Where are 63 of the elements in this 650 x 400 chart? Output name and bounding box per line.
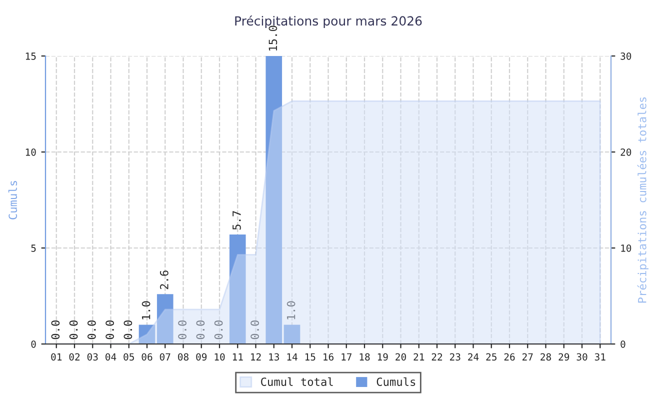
- y-tick-label: 0: [31, 340, 36, 348]
- data-label: 0.0: [178, 320, 187, 340]
- x-tick-label: 31: [594, 353, 606, 361]
- y2-tick-label: 20: [620, 148, 632, 156]
- bar: [284, 324, 300, 344]
- x-tick-label: 21: [414, 353, 424, 360]
- data-label: 0.0: [69, 320, 78, 340]
- x-tick-label: 09: [196, 353, 207, 361]
- x-tick-label: 29: [558, 353, 570, 361]
- data-label: 0.0: [250, 320, 260, 340]
- data-label: 1.0: [142, 301, 150, 320]
- x-tick-label: 20: [396, 353, 406, 361]
- x-tick-label: 22: [432, 353, 442, 360]
- x-tick-label: 10: [214, 353, 225, 361]
- data-label: 0.0: [196, 320, 205, 340]
- data-label: 0.0: [106, 320, 114, 340]
- bar: [138, 324, 156, 344]
- data-label: 0.0: [214, 320, 223, 340]
- x-tick-label: 18: [360, 353, 370, 361]
- x-tick-label: 04: [106, 353, 116, 361]
- x-tick-label: 11: [232, 353, 243, 360]
- bar: [229, 234, 246, 344]
- bar: [266, 56, 282, 344]
- x-tick-label: 24: [468, 353, 479, 360]
- chart-title: Précipitations pour mars 2026: [235, 15, 422, 28]
- x-tick-label: 03: [87, 353, 98, 361]
- x-tick-label: 27: [522, 353, 533, 360]
- data-label: 0.0: [51, 320, 60, 340]
- bar: [156, 294, 174, 344]
- x-tick-label: 26: [504, 353, 515, 361]
- y-tick-label: 15: [26, 52, 36, 60]
- data-label: 1.0: [286, 301, 296, 320]
- x-tick-label: 13: [269, 353, 279, 361]
- data-label: 15.0: [268, 26, 278, 50]
- x-tick-label: 12: [251, 353, 261, 360]
- data-label: 5.7: [232, 211, 241, 230]
- x-tick-label: 17: [342, 353, 352, 360]
- y-axis-title: Cumuls: [8, 181, 18, 220]
- x-tick-label: 14: [287, 353, 298, 360]
- legend-label: Cumuls: [376, 377, 416, 386]
- y2-tick-label: 0: [620, 340, 626, 348]
- data-label: 0.0: [124, 320, 132, 340]
- data-label: 2.6: [160, 270, 168, 290]
- x-tick-label: 05: [124, 353, 134, 361]
- x-tick-label: 23: [450, 353, 460, 361]
- x-tick-label: 19: [378, 353, 388, 361]
- x-tick-label: 06: [142, 353, 152, 361]
- x-tick-label: 02: [69, 353, 80, 361]
- x-tick-label: 30: [576, 353, 588, 361]
- y2-tick-label: 10: [621, 244, 632, 252]
- x-tick-label: 28: [540, 353, 551, 361]
- y-tick-label: 10: [26, 148, 36, 156]
- x-tick-label: 08: [178, 353, 188, 361]
- x-tick-label: 16: [324, 353, 334, 361]
- x-tick-label: 25: [486, 353, 496, 361]
- legend-label: Cumul total: [261, 377, 333, 386]
- x-tick-label: 01: [51, 353, 62, 361]
- y2-tick-label: 30: [620, 52, 632, 60]
- x-tick-label: 07: [160, 353, 170, 361]
- y2-axis-title: Précipitations cumulées totales: [637, 97, 648, 303]
- data-label: 0.0: [87, 320, 96, 340]
- x-tick-label: 15: [305, 353, 316, 361]
- y-tick-label: 5: [31, 244, 36, 252]
